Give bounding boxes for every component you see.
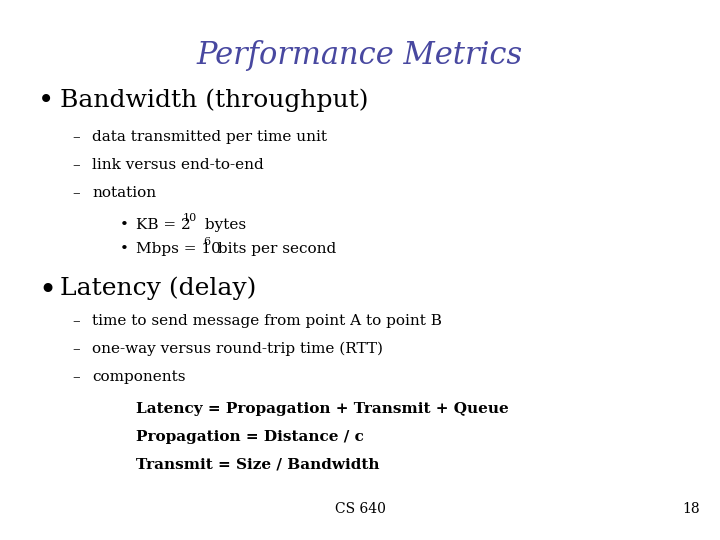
- Text: •: •: [38, 276, 56, 307]
- Text: Latency = Propagation + Transmit + Queue: Latency = Propagation + Transmit + Queue: [136, 402, 509, 416]
- Text: 10: 10: [183, 213, 197, 223]
- Text: Mbps = 10: Mbps = 10: [136, 242, 221, 256]
- Text: Performance Metrics: Performance Metrics: [197, 40, 523, 71]
- Text: notation: notation: [92, 186, 156, 200]
- Text: •: •: [38, 88, 54, 115]
- Text: KB = 2: KB = 2: [136, 218, 191, 232]
- Text: –: –: [72, 314, 80, 328]
- Text: bytes: bytes: [200, 218, 246, 232]
- Text: data transmitted per time unit: data transmitted per time unit: [92, 130, 327, 144]
- Text: Bandwidth (throughput): Bandwidth (throughput): [60, 88, 369, 112]
- Text: components: components: [92, 370, 186, 384]
- Text: –: –: [72, 186, 80, 200]
- Text: –: –: [72, 158, 80, 172]
- Text: one-way versus round-trip time (RTT): one-way versus round-trip time (RTT): [92, 342, 383, 356]
- Text: 18: 18: [683, 502, 700, 516]
- Text: CS 640: CS 640: [335, 502, 385, 516]
- Text: Transmit = Size / Bandwidth: Transmit = Size / Bandwidth: [136, 458, 379, 472]
- Text: –: –: [72, 370, 80, 384]
- Text: –: –: [72, 130, 80, 144]
- Text: 6: 6: [203, 237, 210, 247]
- Text: –: –: [72, 342, 80, 356]
- Text: Propagation = Distance / c: Propagation = Distance / c: [136, 430, 364, 444]
- Text: Latency (delay): Latency (delay): [60, 276, 256, 300]
- Text: time to send message from point A to point B: time to send message from point A to poi…: [92, 314, 442, 328]
- Text: •: •: [120, 218, 129, 232]
- Text: bits per second: bits per second: [213, 242, 336, 256]
- Text: •: •: [120, 242, 129, 256]
- Text: link versus end-to-end: link versus end-to-end: [92, 158, 264, 172]
